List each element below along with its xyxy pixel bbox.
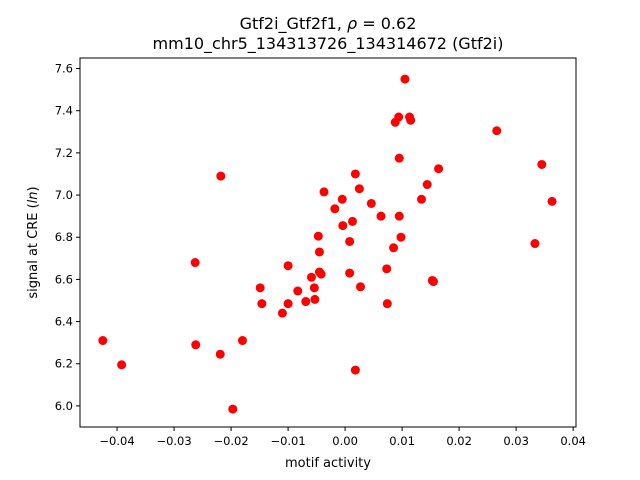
y-tick-label: 6.6 <box>55 272 73 286</box>
data-point-39 <box>394 112 404 122</box>
data-point-40 <box>394 153 404 163</box>
data-point-28 <box>348 216 358 226</box>
data-point-9 <box>257 299 267 309</box>
data-point-11 <box>283 261 293 271</box>
data-point-49 <box>428 277 438 287</box>
data-point-1 <box>117 360 127 370</box>
data-point-31 <box>354 184 364 194</box>
data-point-34 <box>376 211 386 221</box>
y-tick-label: 6.2 <box>55 357 73 371</box>
y-axis: 6.0 6.2 6.4 6.6 6.8 7.0 7.2 7.4 7.6 <box>55 62 80 413</box>
y-tick-label: 6.0 <box>55 399 73 413</box>
data-point-5 <box>215 349 225 359</box>
y-tick-label: 6.8 <box>55 230 73 244</box>
y-tick-label: 7.6 <box>55 62 73 76</box>
x-tick-label: 0.00 <box>332 434 358 448</box>
data-point-12 <box>283 299 293 309</box>
y-tick-label: 7.0 <box>55 188 73 202</box>
x-tick-label: −0.01 <box>270 434 305 448</box>
data-point-21 <box>316 269 326 279</box>
data-point-24 <box>337 194 347 204</box>
y-tick-label: 7.4 <box>55 104 73 118</box>
data-point-47 <box>422 180 432 190</box>
x-tick-label: 0.01 <box>389 434 415 448</box>
data-point-27 <box>345 268 355 278</box>
data-point-29 <box>350 169 360 179</box>
x-tick-label: −0.04 <box>99 434 134 448</box>
y-tick-label: 7.2 <box>55 146 73 160</box>
data-point-6 <box>228 404 238 414</box>
data-point-42 <box>396 232 406 242</box>
data-point-33 <box>366 198 376 208</box>
data-point-53 <box>537 159 547 169</box>
data-point-50 <box>434 164 444 174</box>
data-point-3 <box>191 340 201 350</box>
chart-title-line2: mm10_chr5_134313726_134314672 (Gtf2i) <box>153 34 504 54</box>
x-tick-label: 0.04 <box>560 434 586 448</box>
data-point-45 <box>406 115 416 125</box>
x-tick-label: −0.02 <box>213 434 248 448</box>
data-point-30 <box>350 365 360 375</box>
data-point-52 <box>530 239 540 249</box>
data-point-16 <box>309 283 319 293</box>
data-point-36 <box>382 299 392 309</box>
data-point-43 <box>400 74 410 84</box>
data-point-2 <box>190 258 200 268</box>
data-point-32 <box>356 282 365 292</box>
data-point-23 <box>330 204 340 214</box>
x-tick-label: −0.03 <box>156 434 191 448</box>
data-point-41 <box>394 211 404 221</box>
data-point-7 <box>237 336 247 346</box>
chart-title-line1: Gtf2i_Gtf2f1, ρ = 0.62 <box>240 14 417 34</box>
x-tick-label: 0.02 <box>446 434 472 448</box>
data-point-8 <box>255 283 265 293</box>
data-point-17 <box>310 294 320 304</box>
data-point-0 <box>98 336 108 346</box>
data-point-15 <box>306 272 316 282</box>
data-point-19 <box>314 247 324 257</box>
data-point-46 <box>417 194 426 204</box>
data-point-54 <box>547 196 557 206</box>
axes-frame <box>79 57 577 428</box>
y-tick-label: 6.4 <box>55 315 73 329</box>
data-point-14 <box>301 297 311 307</box>
data-point-26 <box>345 236 355 246</box>
data-point-18 <box>313 231 323 241</box>
y-axis-label: signal at CRE (ln) <box>26 186 41 298</box>
x-axis: −0.04 −0.03 −0.02 −0.01 0.00 0.01 0.02 0.03 0.04 <box>99 427 586 448</box>
data-point-35 <box>382 264 392 274</box>
data-point-51 <box>492 126 502 136</box>
plot-area <box>98 74 557 414</box>
x-tick-label: 0.03 <box>503 434 529 448</box>
data-point-22 <box>319 187 329 197</box>
data-point-10 <box>277 308 287 318</box>
data-point-37 <box>389 243 399 253</box>
data-point-4 <box>216 171 226 181</box>
data-point-13 <box>293 286 303 296</box>
data-point-25 <box>338 221 348 231</box>
x-axis-label: motif activity <box>285 456 371 471</box>
